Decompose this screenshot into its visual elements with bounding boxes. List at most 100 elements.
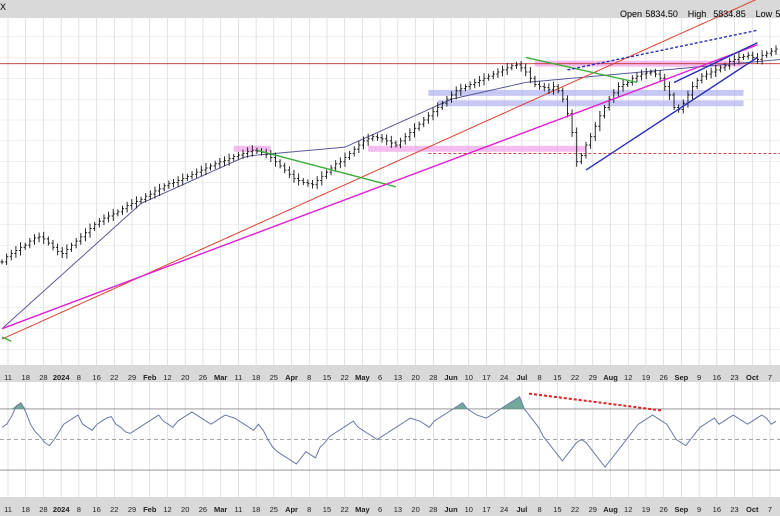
price-bar xyxy=(97,218,101,228)
x-tick-label: 6 xyxy=(378,505,382,514)
x-tick-label: 7 xyxy=(768,505,772,514)
x-tick-label: Jun xyxy=(444,505,458,514)
price-bar xyxy=(283,162,287,174)
x-tick-label: 28 xyxy=(39,505,47,514)
price-bar xyxy=(616,82,621,98)
price-bar xyxy=(120,205,125,215)
x-tick-label: 15 xyxy=(323,505,331,514)
x-tick-label: 20 xyxy=(411,505,419,514)
price-bar xyxy=(190,171,194,180)
quote-value: 5834.50 xyxy=(645,9,678,19)
price-bar xyxy=(473,78,477,89)
x-tick-label: Sep xyxy=(675,373,689,382)
price-bar xyxy=(709,67,713,79)
price-bar xyxy=(690,81,695,100)
x-tick-label: Sep xyxy=(675,505,689,514)
price-bar xyxy=(232,154,236,162)
price-bar xyxy=(324,169,329,179)
price-bar xyxy=(463,84,468,92)
price-bar xyxy=(106,211,111,223)
x-tick-label: 29 xyxy=(589,505,597,514)
price-bar xyxy=(385,134,389,146)
overbought-fill xyxy=(453,402,468,409)
price-bar xyxy=(338,157,342,169)
trendline xyxy=(673,42,758,84)
price-bar xyxy=(751,51,755,62)
x-tick-label: Apr xyxy=(285,505,298,514)
price-bar xyxy=(700,73,704,84)
trendline xyxy=(256,149,397,188)
x-tick-label: 22 xyxy=(110,505,118,514)
trendline xyxy=(585,56,758,171)
price-bar xyxy=(491,70,495,80)
price-bar xyxy=(208,163,213,171)
price-bar xyxy=(765,50,769,58)
price-bar xyxy=(653,68,658,78)
x-tick-label: 17 xyxy=(482,373,490,382)
price-bar xyxy=(626,79,630,88)
oscillator xyxy=(0,392,780,471)
x-tick-label: 9 xyxy=(697,373,701,382)
zone-band xyxy=(437,100,744,107)
price-bar xyxy=(9,249,13,261)
zone-band xyxy=(428,89,744,96)
price-bar xyxy=(417,121,421,131)
price-bar xyxy=(46,236,50,246)
price-bar xyxy=(315,176,319,190)
price-bar xyxy=(51,240,55,251)
price-bar xyxy=(496,68,500,78)
price-bar xyxy=(389,135,393,148)
x-tick-label: Oct xyxy=(746,505,759,514)
price-bar xyxy=(306,179,310,187)
price-bar xyxy=(195,168,199,179)
price-bar xyxy=(157,183,162,196)
price-bar xyxy=(454,86,458,100)
price-bar xyxy=(250,145,254,157)
price-bar xyxy=(88,223,92,238)
price-bar xyxy=(459,83,463,96)
price-panel xyxy=(0,18,780,365)
price-bar xyxy=(334,160,338,172)
price-bar xyxy=(528,66,532,84)
price-bar xyxy=(538,81,542,90)
x-tick-label: 8 xyxy=(538,373,542,382)
price-bar xyxy=(366,133,370,146)
x-tick-label: 2024 xyxy=(53,373,71,382)
price-bar xyxy=(598,110,602,132)
price-bar xyxy=(167,180,171,189)
x-tick-label: 26 xyxy=(660,373,668,382)
x-tick-label: 22 xyxy=(110,373,118,382)
price-bar xyxy=(412,123,417,138)
price-bar xyxy=(32,234,37,245)
price-bar xyxy=(144,193,148,203)
price-bar xyxy=(500,65,505,77)
price-bar xyxy=(69,242,74,252)
x-tick-label: 18 xyxy=(22,373,30,382)
price-bar xyxy=(547,83,551,95)
price-bar xyxy=(468,81,472,90)
x-tick-label: 15 xyxy=(323,373,331,382)
x-tick-label: 26 xyxy=(660,505,668,514)
price-bar xyxy=(213,160,217,170)
price-bar xyxy=(320,171,324,186)
price-bar xyxy=(482,73,486,86)
price-bar xyxy=(514,61,519,69)
price-bar xyxy=(630,75,634,86)
trendline xyxy=(525,56,638,84)
price-bar xyxy=(431,107,435,121)
price-bar xyxy=(199,165,203,177)
price-bar xyxy=(487,73,491,81)
price-bar xyxy=(361,136,366,150)
x-tick-label: 16 xyxy=(713,505,721,514)
price-bar xyxy=(584,141,588,159)
price-bar xyxy=(60,247,64,258)
price-bar xyxy=(18,242,23,256)
price-bar xyxy=(746,52,750,60)
price-bar xyxy=(222,156,227,167)
x-tick-label: 24 xyxy=(500,505,508,514)
x-tick-label: 8 xyxy=(307,373,311,382)
price-bar xyxy=(176,176,180,187)
x-tick-label: 10 xyxy=(465,373,473,382)
